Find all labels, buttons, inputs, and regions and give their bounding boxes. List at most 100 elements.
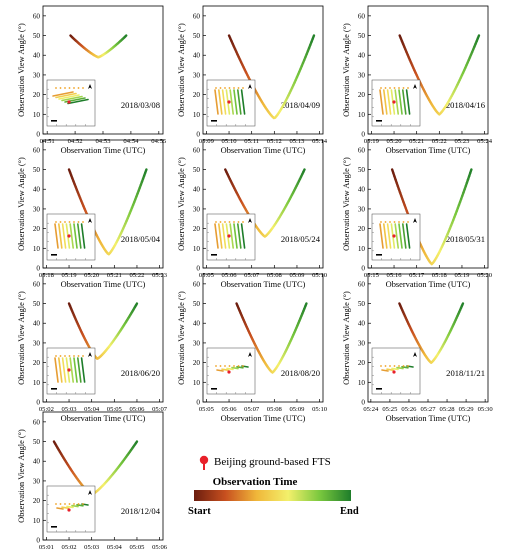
y-tick-label: 40 xyxy=(358,52,366,60)
y-tick-label: 10 xyxy=(358,245,366,253)
north-arrow-icon xyxy=(248,218,252,223)
y-axis-label: Observation View Angle (°) xyxy=(342,23,351,117)
x-tick-label: 05:04 xyxy=(107,544,123,550)
y-tick-label: 0 xyxy=(196,399,200,407)
x-tick-label: 05:14 xyxy=(312,138,328,145)
x-tick-label: 05:02 xyxy=(39,406,54,413)
x-tick-label: 04:54 xyxy=(123,138,139,145)
y-tick-label: 30 xyxy=(33,477,41,485)
y-axis-label: Observation View Angle (°) xyxy=(17,157,26,251)
x-tick-label: 05:10 xyxy=(312,406,328,413)
y-tick-label: 50 xyxy=(193,300,201,308)
colorbar-start-label: Start xyxy=(188,506,211,517)
x-tick-label: 05:30 xyxy=(478,406,494,413)
plot-frame xyxy=(367,5,489,135)
x-tick-label: 05:05 xyxy=(107,406,123,413)
x-tick-label: 05:27 xyxy=(420,406,436,413)
chart-panel: 0 10 20 30 40 50 60 05:01 05:02 05:03 05:04 05:05 05… xyxy=(17,411,168,550)
x-tick-label: 05:03 xyxy=(62,406,78,413)
y-tick-label: 50 xyxy=(33,300,41,308)
inset-map xyxy=(206,347,256,395)
date-label: 2018/03/08 xyxy=(121,100,160,110)
x-axis-label: Observation Time (UTC) xyxy=(221,414,306,423)
inset-map xyxy=(46,485,96,533)
y-tick-label: 40 xyxy=(193,186,201,194)
x-tick-label: 05:28 xyxy=(440,406,456,413)
y-tick-label: 0 xyxy=(361,131,365,139)
x-tick-label: 05:09 xyxy=(289,406,305,413)
x-tick-label: 05:23 xyxy=(454,138,470,145)
x-tick-label: 05:06 xyxy=(152,544,168,550)
y-tick-label: 0 xyxy=(36,399,40,407)
y-tick-label: 20 xyxy=(193,359,201,367)
colorbar-end-label: End xyxy=(340,506,359,517)
x-tick-label: 05:05 xyxy=(199,272,215,279)
y-tick-label: 30 xyxy=(358,205,366,213)
x-tick-label: 05:18 xyxy=(39,272,55,279)
north-arrow-icon xyxy=(413,84,417,89)
x-tick-label: 05:21 xyxy=(409,138,424,145)
inset-map xyxy=(206,79,256,127)
site-marker-icon xyxy=(227,370,231,374)
x-axis-label: Observation Time (UTC) xyxy=(61,146,146,155)
y-tick-label: 50 xyxy=(193,32,201,40)
y-tick-label: 60 xyxy=(358,146,366,154)
x-tick-label: 05:06 xyxy=(222,272,238,279)
y-tick-label: 50 xyxy=(33,32,41,40)
y-tick-label: 0 xyxy=(196,265,200,273)
x-tick-label: 05:16 xyxy=(387,272,403,279)
y-tick-label: 60 xyxy=(193,280,201,288)
site-marker-icon xyxy=(67,234,71,238)
x-tick-label: 05:29 xyxy=(459,406,475,413)
north-arrow-icon xyxy=(413,352,417,357)
date-label: 2018/05/31 xyxy=(446,234,485,244)
north-arrow-icon xyxy=(88,490,92,495)
north-arrow-icon xyxy=(88,84,92,89)
x-axis-label: Observation Time (UTC) xyxy=(61,280,146,289)
y-tick-label: 0 xyxy=(36,265,40,273)
site-marker-icon xyxy=(392,234,396,238)
y-tick-label: 50 xyxy=(358,166,366,174)
y-tick-label: 40 xyxy=(358,186,366,194)
y-tick-label: 40 xyxy=(193,320,201,328)
scale-bar xyxy=(376,254,382,256)
y-tick-label: 10 xyxy=(33,517,41,525)
x-axis-label: Observation Time (UTC) xyxy=(386,146,471,155)
y-tick-label: 10 xyxy=(358,111,366,119)
scale-bar xyxy=(51,526,57,528)
x-tick-label: 05:23 xyxy=(152,272,168,279)
x-tick-label: 05:24 xyxy=(477,138,493,145)
date-label: 2018/11/21 xyxy=(446,368,485,378)
legend: Beijing ground-based FTS Observation Tim… xyxy=(188,455,359,517)
y-tick-label: 50 xyxy=(358,300,366,308)
y-axis-label: Observation View Angle (°) xyxy=(177,157,186,251)
x-tick-label: 05:19 xyxy=(62,272,78,279)
date-label: 2018/08/20 xyxy=(281,368,320,378)
x-tick-label: 05:19 xyxy=(454,272,470,279)
series-line xyxy=(398,34,481,116)
x-tick-label: 05:26 xyxy=(401,406,417,413)
site-marker-icon xyxy=(227,100,231,104)
site-marker-icon xyxy=(392,100,396,104)
x-tick-label: 05:20 xyxy=(387,138,403,145)
x-tick-label: 05:05 xyxy=(129,544,145,550)
x-tick-label: 05:06 xyxy=(129,406,145,413)
series-line xyxy=(67,302,139,360)
x-tick-label: 05:17 xyxy=(409,272,425,279)
y-tick-label: 50 xyxy=(358,32,366,40)
x-tick-label: 05:08 xyxy=(267,272,283,279)
y-tick-label: 50 xyxy=(193,166,201,174)
x-tick-label: 05:15 xyxy=(364,272,380,279)
y-tick-label: 20 xyxy=(193,91,201,99)
y-tick-label: 40 xyxy=(193,52,201,60)
inset-map xyxy=(371,347,421,395)
x-tick-label: 05:08 xyxy=(267,406,283,413)
site-marker-icon xyxy=(392,370,396,374)
y-tick-label: 0 xyxy=(361,399,365,407)
y-tick-label: 10 xyxy=(193,245,201,253)
date-label: 2018/04/09 xyxy=(281,100,320,110)
y-tick-label: 10 xyxy=(33,379,41,387)
